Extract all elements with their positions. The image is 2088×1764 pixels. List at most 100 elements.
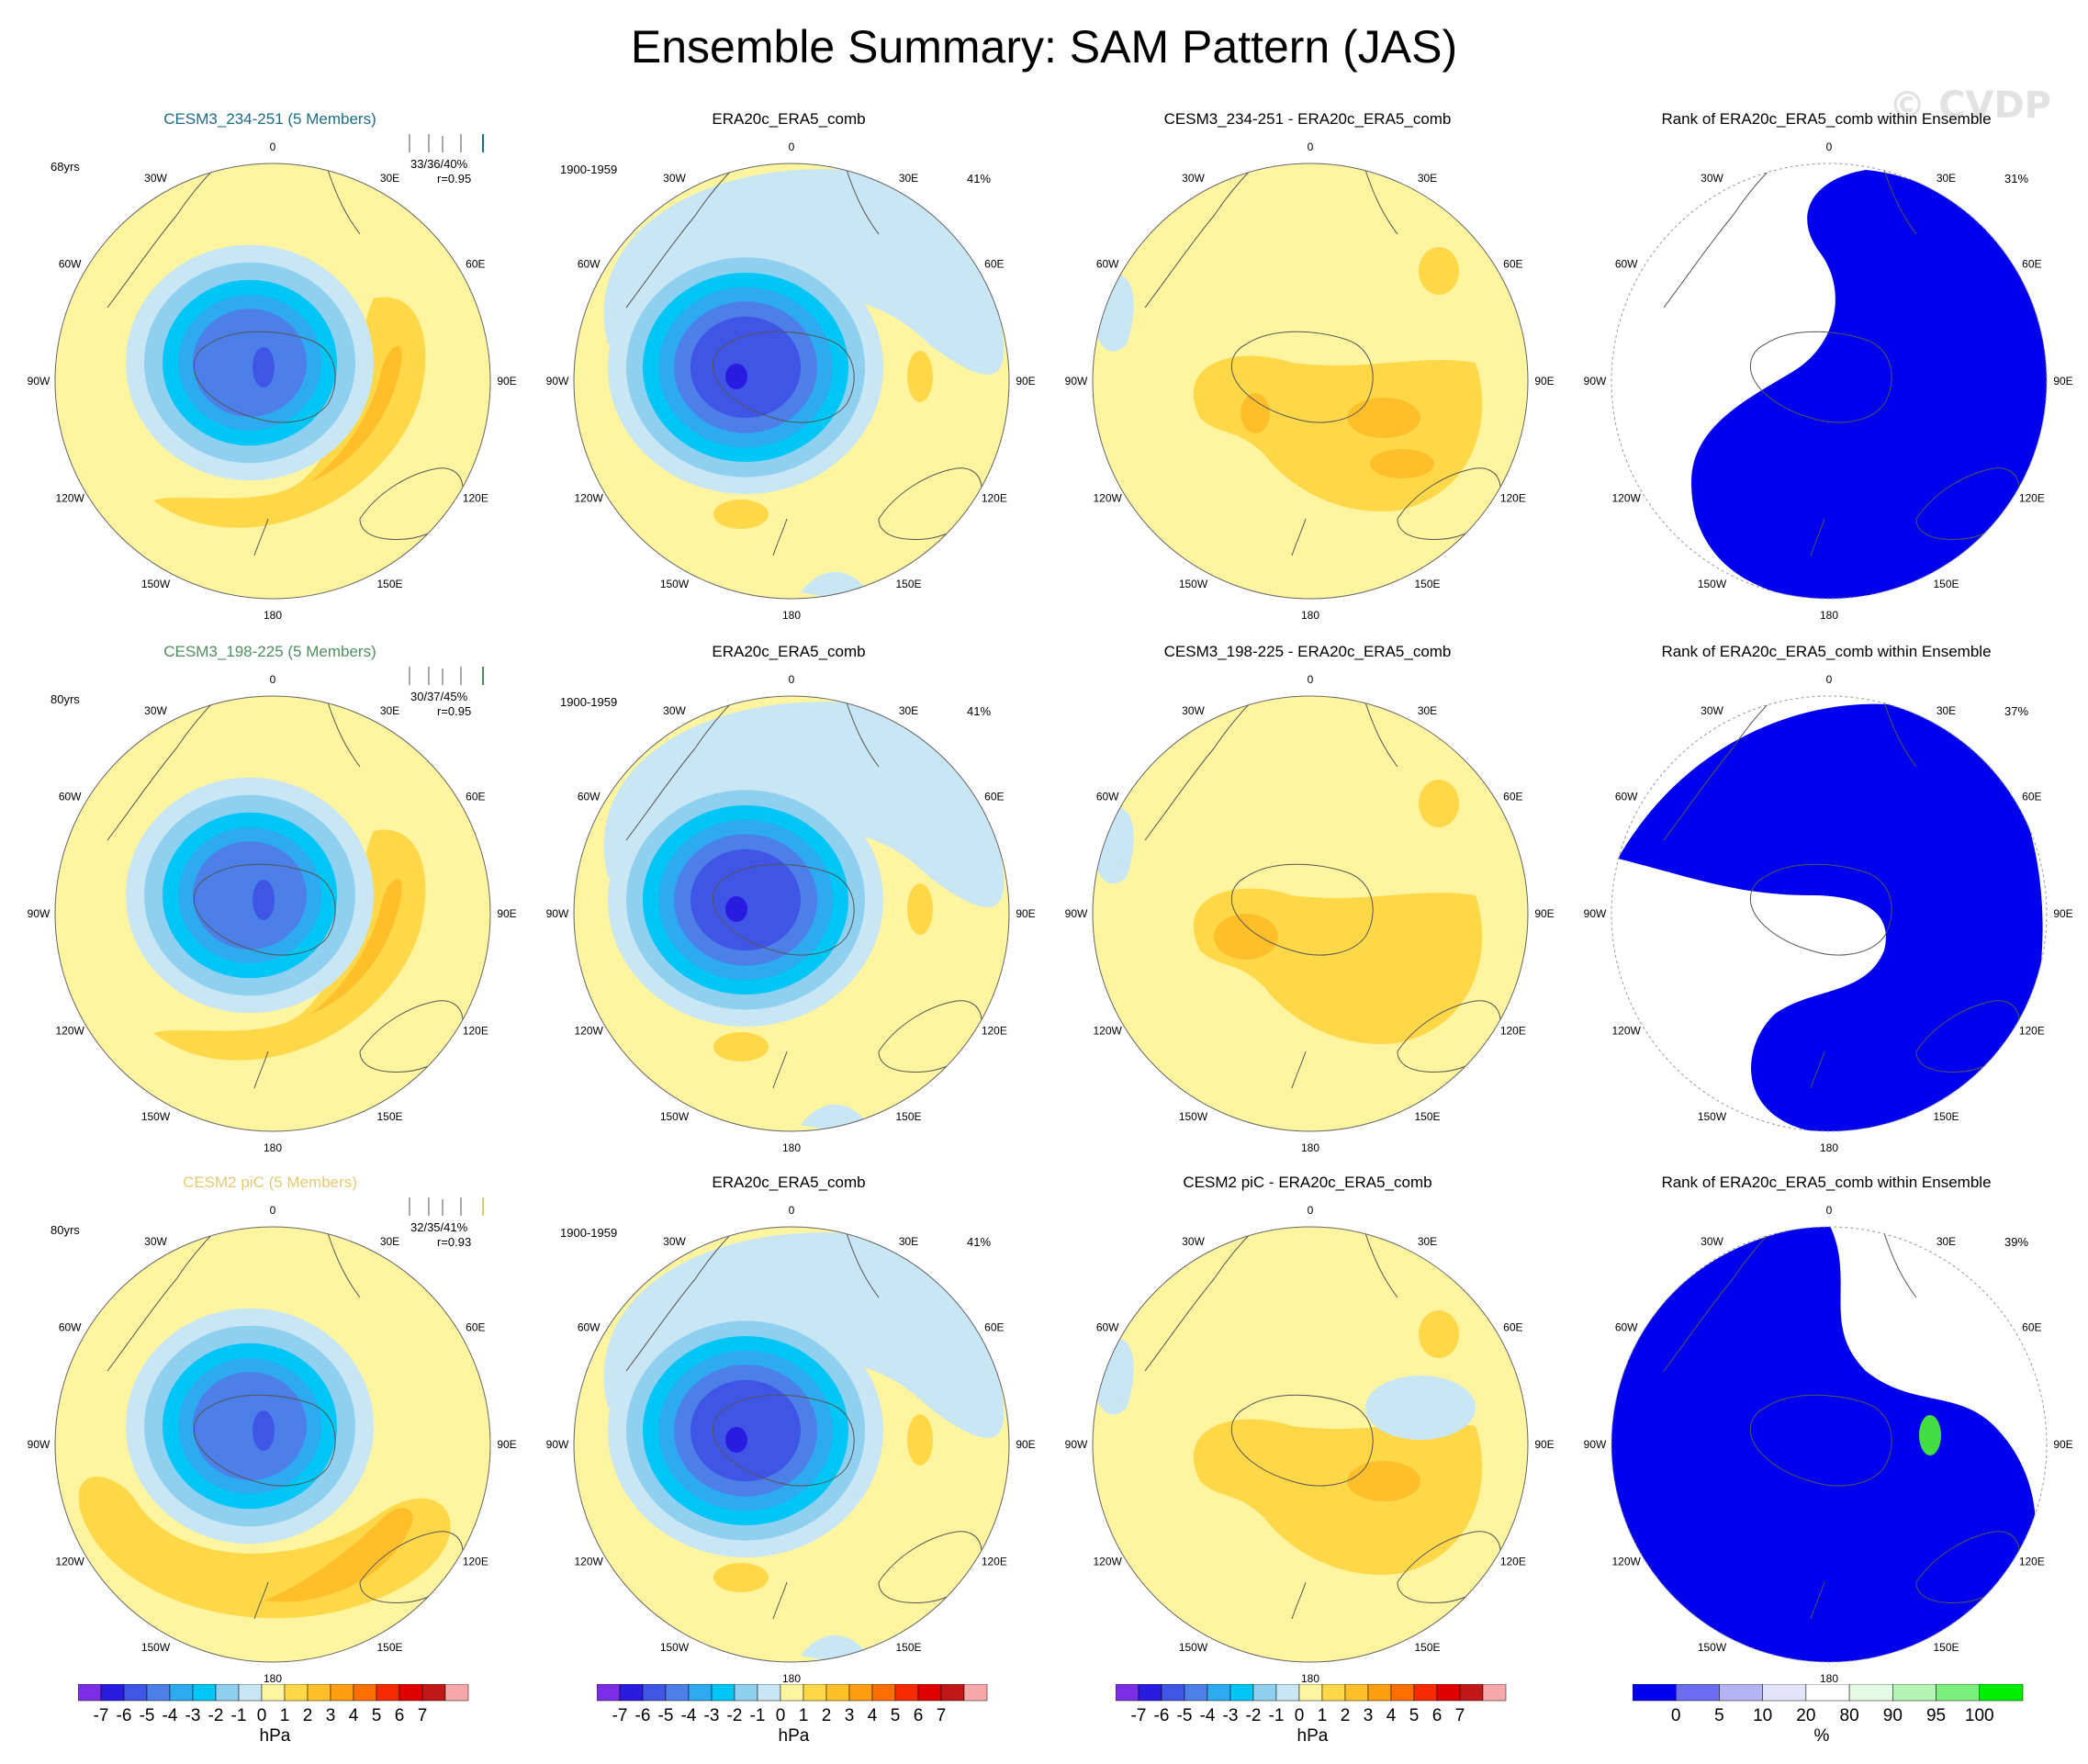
- colorbar-tick-label: -4: [1199, 1706, 1216, 1725]
- model-panel: 0 30E 60E 90E 120E 150E 180 150W 120W 90W 60W 30W CE…: [9, 615, 531, 1154]
- longitude-label: 120E: [1500, 1025, 1526, 1038]
- longitude-label: 90W: [1065, 375, 1088, 388]
- map-outline: [54, 695, 491, 1132]
- longitude-label: 150E: [895, 578, 921, 590]
- longitude-label: 180: [1301, 1141, 1319, 1154]
- longitude-label: 90W: [546, 1438, 569, 1451]
- longitude-label: 120W: [1611, 1556, 1641, 1568]
- longitude-label: 90W: [28, 1438, 51, 1451]
- years-label: 80yrs: [51, 1223, 80, 1237]
- longitude-label: 150W: [660, 1641, 690, 1654]
- colorbar-swatch: [1138, 1684, 1162, 1702]
- longitude-label: 30W: [144, 172, 167, 185]
- longitude-label: 60W: [1096, 258, 1119, 271]
- polar-map: 0 30E 60E 90E 120E 150E 180 150W 120W 90W 60W 30W: [546, 140, 1036, 622]
- map-outline: [1611, 695, 2048, 1132]
- longitude-label: 60W: [1096, 1321, 1119, 1334]
- colorbar-swatch: [1275, 1684, 1300, 1702]
- longitude-label: 60E: [466, 1321, 485, 1334]
- longitude-label: 120W: [55, 1025, 84, 1038]
- colorbar-tick-label: 1: [1317, 1706, 1328, 1725]
- polar-map: 0 30E 60E 90E 120E 150E 180 150W 120W 90W 60W 30W: [28, 1204, 517, 1685]
- colorbar-tick-label: 6: [394, 1706, 405, 1725]
- longitude-label: 150E: [895, 1110, 921, 1123]
- colorbar-swatch: [619, 1684, 644, 1702]
- rank-pct: 37%: [2004, 704, 2029, 718]
- rank-title: Rank of ERA20c_ERA5_comb within Ensemble: [1661, 1174, 1992, 1191]
- obs-title: ERA20c_ERA5_comb: [712, 110, 866, 128]
- colorbar-swatch: [665, 1684, 690, 1702]
- longitude-label: 180: [264, 1672, 282, 1685]
- obs-field: [574, 163, 1009, 599]
- colorbar-swatch: [1892, 1684, 1936, 1702]
- member-spread-ticks: [409, 667, 484, 685]
- longitude-label: 150E: [376, 1110, 402, 1123]
- colorbar-swatch: [597, 1684, 621, 1702]
- obs-title: ERA20c_ERA5_comb: [712, 643, 866, 660]
- longitude-label: 60W: [59, 1321, 82, 1334]
- colorbar-tick-label: -7: [612, 1706, 628, 1725]
- rank-panel: 0 30E 60E 90E 120E 150E 180 150W 120W 90W 60W 30W Ra…: [1566, 1146, 2087, 1685]
- obs-field: [574, 1227, 1009, 1662]
- difference-title: CESM2 piC - ERA20c_ERA5_comb: [1183, 1174, 1432, 1191]
- longitude-label: 30W: [663, 1235, 686, 1248]
- longitude-label: 180: [1301, 609, 1319, 622]
- longitude-label: 90E: [1016, 375, 1035, 388]
- pattern-correlation: r=0.93: [437, 1235, 472, 1249]
- difference-title: CESM3_234-251 - ERA20c_ERA5_comb: [1163, 110, 1452, 128]
- obs-panel: 0 30E 60E 90E 120E 150E 180 150W 120W 90W 60W 30W ER…: [528, 1146, 1050, 1685]
- polar-map: 0 30E 60E 90E 120E 150E 180 150W 120W 90W 60W 30W: [546, 1204, 1036, 1685]
- longitude-label: 120W: [1093, 492, 1122, 505]
- longitude-label: 60E: [984, 791, 1004, 803]
- longitude-label: 60E: [1503, 258, 1522, 271]
- colorbar-tick-label: 80: [1839, 1706, 1859, 1725]
- colorbar-swatch: [940, 1684, 965, 1702]
- longitude-label: 180: [782, 1141, 801, 1154]
- longitude-label: 90E: [1016, 907, 1035, 920]
- longitude-label: 90E: [497, 375, 516, 388]
- difference-title: CESM3_198-225 - ERA20c_ERA5_comb: [1163, 643, 1452, 660]
- map-outline: [573, 695, 1010, 1132]
- colorbar-swatch: [307, 1684, 331, 1702]
- colorbar-swatch: [1413, 1684, 1438, 1702]
- longitude-label: 60W: [578, 791, 601, 803]
- diff-panel: 0 30E 60E 90E 120E 150E 180 150W 120W 90W 60W 30W CE…: [1047, 1146, 1568, 1685]
- map-outline: [1611, 163, 2048, 600]
- longitude-label: 0: [1308, 140, 1314, 153]
- longitude-label: 30E: [380, 172, 399, 185]
- obs-panel: 0 30E 60E 90E 120E 150E 180 150W 120W 90W 60W 30W ER…: [528, 615, 1050, 1154]
- colorbar-tick-label: 3: [844, 1706, 855, 1725]
- longitude-label: 60E: [2022, 258, 2041, 271]
- longitude-label: 150E: [895, 1641, 921, 1654]
- pattern-pct: 33/36/40%: [410, 157, 468, 171]
- longitude-label: 30E: [1418, 172, 1437, 185]
- longitude-label: 150W: [660, 578, 690, 590]
- colorbar-tick-label: 20: [1796, 1706, 1816, 1725]
- colorbar-tick-label: -7: [93, 1706, 109, 1725]
- years-label: 80yrs: [51, 692, 80, 706]
- map-outline: [54, 1226, 491, 1663]
- colorbar-tick-label: 6: [913, 1706, 924, 1725]
- longitude-label: 180: [1820, 1672, 1838, 1685]
- colorbar-tick-label: -6: [634, 1706, 651, 1725]
- colorbar-tick-label: 100: [1964, 1706, 1994, 1725]
- colorbar-tick-label: 2: [821, 1706, 832, 1725]
- longitude-label: 120E: [2019, 1025, 2045, 1038]
- colorbar-swatch: [169, 1684, 194, 1702]
- member-spread-ticks: [409, 134, 484, 152]
- colorbar-tick-label: -2: [726, 1706, 743, 1725]
- longitude-label: 120E: [982, 492, 1007, 505]
- longitude-label: 150E: [1414, 1110, 1440, 1123]
- colorbar-tick-label: -1: [1268, 1706, 1285, 1725]
- colorbar-swatch: [78, 1684, 102, 1702]
- colorbar-swatch: [848, 1684, 873, 1702]
- longitude-label: 90W: [546, 375, 569, 388]
- colorbar-tick-label: 4: [1386, 1706, 1397, 1725]
- colorbar-swatch: [917, 1684, 942, 1702]
- polar-map: 0 30E 60E 90E 120E 150E 180 150W 120W 90W 60W 30W: [1065, 673, 1555, 1154]
- colorbar-swatch: [1805, 1684, 1850, 1702]
- colorbar-swatch: [192, 1684, 217, 1702]
- longitude-label: 0: [270, 140, 276, 153]
- longitude-label: 60W: [59, 791, 82, 803]
- obs-title: ERA20c_ERA5_comb: [712, 1174, 866, 1191]
